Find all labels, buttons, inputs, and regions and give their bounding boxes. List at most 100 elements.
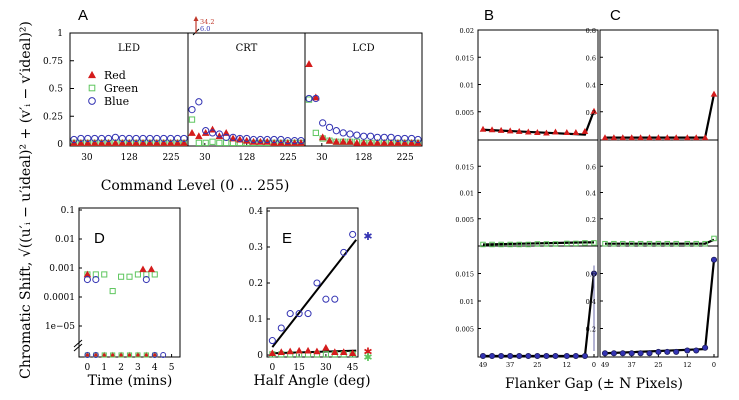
panel-a-ytick-label: 1 [57,29,63,39]
panel-e-red-point [331,348,339,355]
panel-a-blue-point [401,134,409,143]
panel-b-red-point [543,129,550,136]
panel-a-blue-point [91,134,99,143]
panel-a-red-point [222,128,231,136]
panel-a-xtick-label: 30 [81,153,93,163]
panel-a-xtick-label: 30 [316,153,328,163]
panel-a-blue-point [180,134,188,143]
panel-a-blue-point [160,134,168,143]
panel-a-blue-point [236,134,244,143]
panel-b-red-point [534,129,541,135]
panel-c-red-point [710,90,718,97]
panel-c-red-point [683,134,691,141]
panel-e-ytick-label: 0.1 [249,315,263,325]
panel-b-green-point [525,241,532,248]
panel-a-blue-point [319,119,327,127]
panel-a-blue-point [305,94,313,103]
panel-c-blue-point [619,350,626,357]
panel-b-red-axes [477,29,599,141]
panel-a-blue-point [263,135,271,144]
panel-a-green-point [202,139,209,147]
panel-a-green-point [223,139,230,147]
panel-a-blue-point [256,135,265,144]
panel-a-blue-point [414,135,422,144]
panel-a-red-point [173,138,182,146]
panel-c-red-point [619,134,627,141]
panel-c-red-point [655,134,662,141]
panel-e-green-point [322,351,329,358]
panel-e-green-star-marker: ✱ [363,351,372,364]
panel-a-blue-point [325,123,334,131]
panel-c-red-point [601,134,609,141]
panel-d-axis-break [73,343,83,352]
panel-b-ytick-label: 0.01 [460,298,474,306]
panel-e-red-point [348,349,357,357]
panel-b-blue-point [498,352,505,360]
panel-c-green-point [637,240,644,247]
panel-c-green-axes [599,139,719,247]
panel-b-blue-fit-line [483,272,596,358]
panel-a-blue-point [70,135,78,144]
panel-d-xtick-label: 3 [135,363,141,373]
panel-a-red-point [159,138,168,146]
panel-a-blue-point [373,133,382,141]
panel-d-letter: D [94,230,105,247]
panel-b-blue-point [507,352,514,360]
panel-b-letter: B [484,7,494,24]
panel-c-xtick-label: 0 [712,361,716,369]
panel-d-axis-break [73,339,83,348]
panel-c-blue-point [702,344,709,351]
panel-a-red-point [312,93,320,101]
panel-d-blue-point [83,276,91,284]
panel-b-green-point [573,240,579,247]
panel-b-ytick-label: 0.005 [455,216,474,224]
panel-e-red-point [268,349,277,357]
panel-e-blue-point [268,337,276,345]
panel-c-ytick-label: 0.4 [586,190,596,198]
legend-green-label: Green [104,82,138,95]
panel-e-ytick-label: 0.3 [249,243,264,253]
panel-c-letter: C [610,7,621,24]
panel-b-green-point [552,241,559,247]
panel-b-green-point [516,241,522,248]
panel-b-xtick-label: 12 [563,361,571,369]
panel-d-green-zero-point [126,352,133,358]
panel-a-red-point [118,138,127,146]
panel-a-red-point [132,138,140,146]
panel-a-blue-point [284,137,292,145]
panel-b-green-point [507,241,513,248]
panel-b-red-point [524,128,532,135]
panel-a-red-point [373,138,382,146]
panel-b-green-point [480,241,486,248]
panel-e-blue-point [322,295,330,303]
panel-a-blue-point [353,131,361,139]
text-layer: Chromatic Shift, √((u′ᵢ − u′ideal)² + (v… [18,7,716,392]
panel-e-blue-star-marker: ✱ [363,230,372,243]
panel-a-red-point [407,138,416,146]
panel-d-xtick-label: 0 [85,363,91,373]
panel-a-red-point [201,128,210,136]
panel-a-xtick-label: 30 [199,153,211,163]
panel-c-blue-point [628,350,635,357]
panel-d-xlabel: Time (mins) [88,373,173,389]
panel-e-blue-point [331,295,339,303]
panel-c-blue-fit-line [604,259,716,355]
legend-green-marker [88,84,96,92]
panel-a-red-point [111,138,120,146]
panel-d-green-zero-point [118,352,124,358]
panel-d-blue-zero-point [160,352,167,358]
y-axis-label: Chromatic Shift, √((u′ᵢ − u′ideal)² + (v… [18,21,34,379]
panel-a-red-point [353,138,361,146]
panel-a-blue-point [166,134,175,143]
panel-b-blue-point [581,352,588,360]
panel-a-ytick-label: 0 [57,140,63,150]
panel-b-blue-point [479,352,487,360]
panel-d-xtick-label: 1 [101,363,107,373]
panel-e-ytick-label: 0.4 [249,207,264,217]
panel-b-xtick-label: 0 [592,361,596,369]
panel-b-ytick-label: 0.015 [455,54,474,62]
panel-b-red-point [552,128,559,135]
panel-b-green-point [591,240,597,246]
panel-b-green-point [564,240,570,247]
panel-a-red-point [290,138,299,146]
